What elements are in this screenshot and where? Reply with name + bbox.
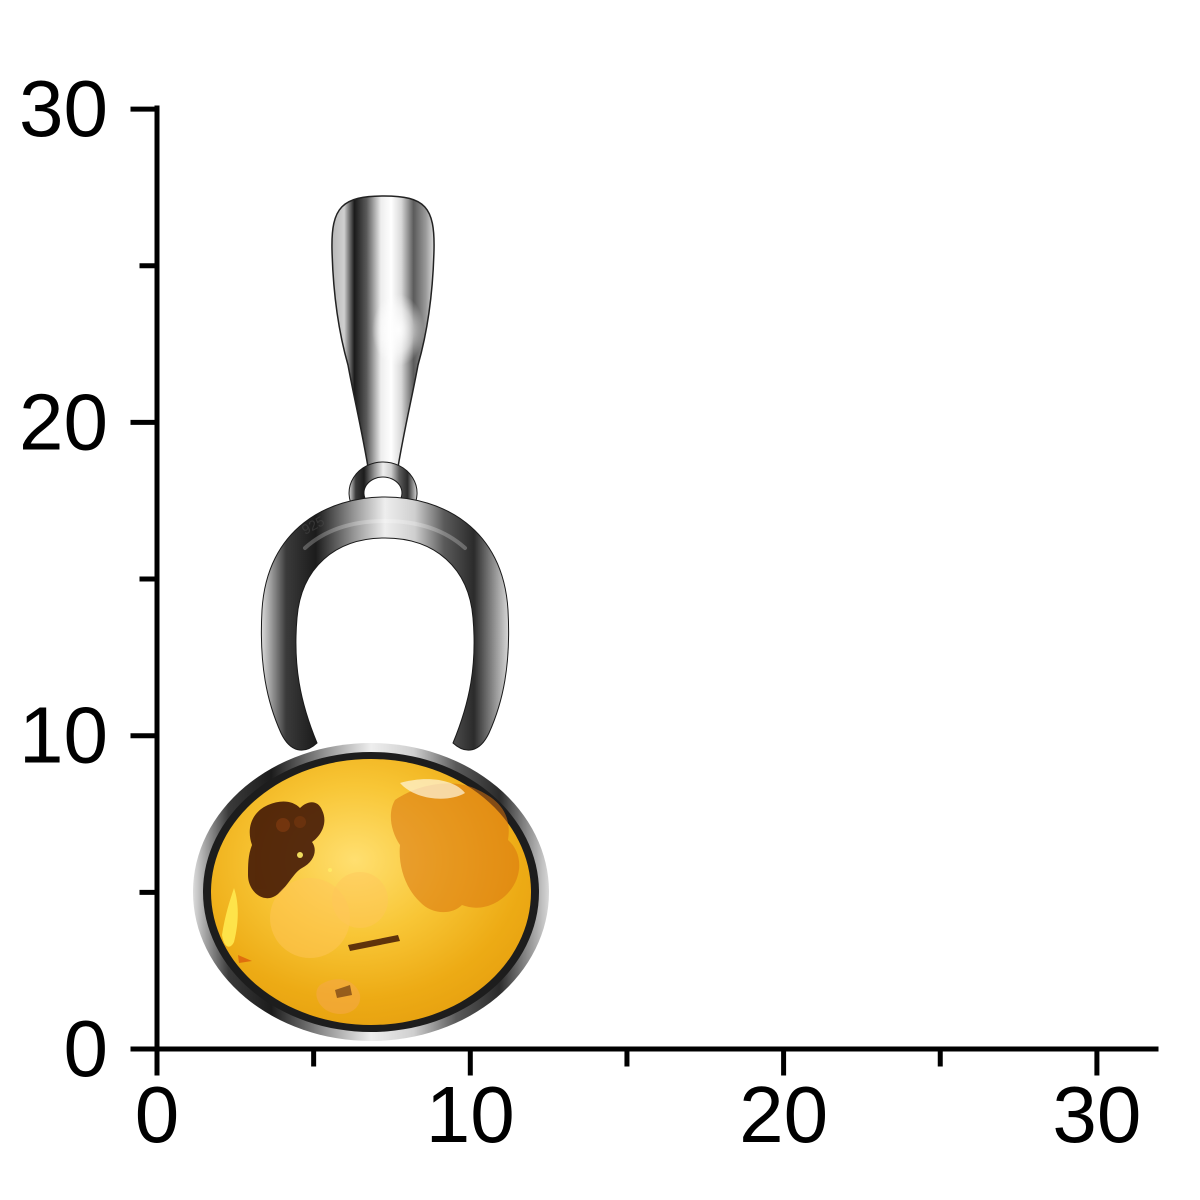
svg-text:10: 10 (426, 1070, 515, 1159)
svg-text:30: 30 (1052, 1070, 1141, 1159)
svg-text:0: 0 (64, 1004, 109, 1093)
svg-text:20: 20 (739, 1070, 828, 1159)
svg-text:0: 0 (135, 1070, 180, 1159)
svg-text:10: 10 (19, 691, 108, 780)
svg-text:30: 30 (19, 64, 108, 153)
svg-text:20: 20 (19, 377, 108, 466)
